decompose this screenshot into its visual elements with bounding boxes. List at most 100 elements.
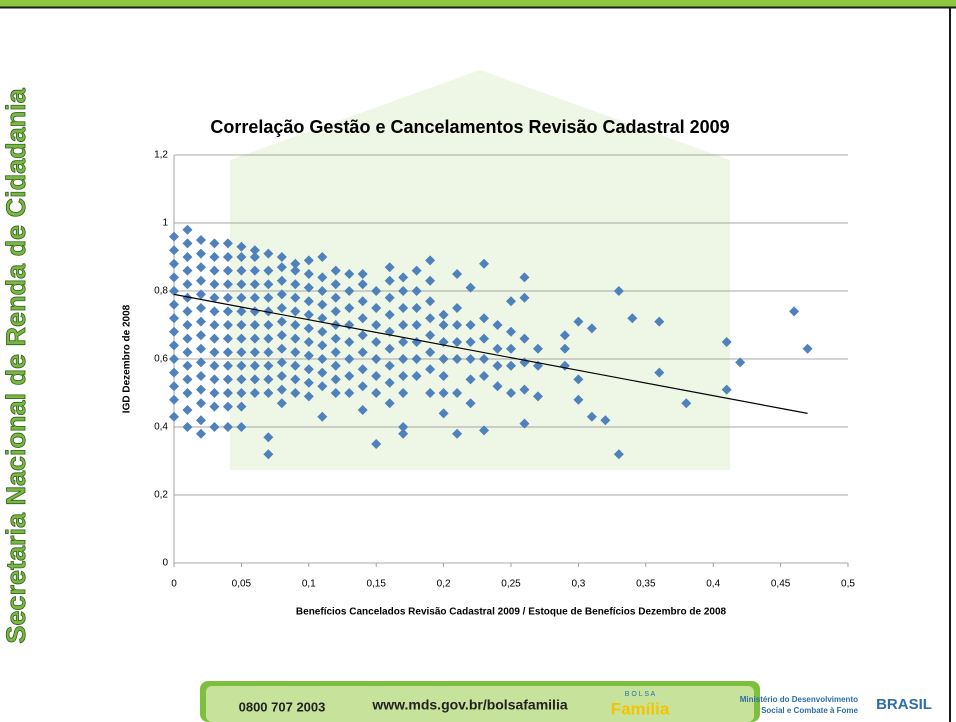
point — [465, 337, 476, 347]
point — [371, 371, 382, 381]
point — [317, 411, 328, 422]
point — [263, 279, 274, 290]
ministry-line-1: Ministério do Desenvolvimento — [740, 695, 858, 704]
point — [317, 272, 328, 283]
point — [182, 279, 193, 290]
ministry-line-2: Social e Combate à Fome — [761, 706, 858, 715]
point — [398, 428, 409, 439]
point — [195, 275, 206, 286]
point — [411, 265, 422, 276]
point — [573, 394, 584, 405]
point — [344, 388, 355, 398]
point — [182, 306, 193, 317]
x-tick-label: 0,05 — [232, 579, 252, 590]
point — [573, 374, 584, 385]
point — [169, 340, 179, 351]
point — [317, 286, 328, 296]
point — [222, 306, 233, 317]
point — [384, 309, 395, 320]
point — [398, 303, 409, 313]
point — [573, 316, 584, 327]
point — [263, 248, 274, 259]
point — [438, 320, 449, 330]
point — [452, 354, 463, 364]
point — [492, 320, 503, 330]
point — [195, 343, 206, 354]
point — [344, 269, 355, 279]
point — [182, 388, 193, 398]
point — [249, 245, 260, 256]
point — [222, 252, 233, 262]
point — [357, 381, 368, 392]
footer-url: www.mds.gov.br/bolsafamilia — [371, 697, 567, 713]
watermark — [230, 70, 730, 470]
point — [371, 320, 382, 330]
point — [330, 292, 341, 303]
point — [263, 265, 274, 276]
point — [398, 422, 409, 432]
point — [519, 292, 530, 303]
point — [209, 320, 220, 330]
point — [169, 299, 179, 310]
point — [169, 411, 179, 422]
top-bar — [0, 0, 956, 7]
point — [222, 238, 233, 249]
point — [506, 343, 516, 354]
point — [276, 330, 287, 341]
point — [169, 231, 179, 242]
point — [438, 354, 449, 364]
point — [195, 357, 206, 368]
point — [411, 354, 422, 364]
point — [182, 333, 193, 344]
point — [398, 320, 409, 330]
point — [452, 269, 463, 279]
point — [344, 354, 355, 364]
point — [425, 313, 436, 324]
point — [276, 398, 287, 409]
point — [411, 320, 422, 330]
point — [303, 350, 314, 361]
point — [182, 320, 193, 330]
point — [384, 343, 395, 354]
point — [344, 303, 355, 313]
point — [276, 384, 287, 395]
point — [465, 354, 476, 364]
y-axis-label: IGD Dezembro de 2008 — [122, 304, 133, 413]
point — [330, 374, 341, 385]
point — [249, 333, 260, 344]
point — [263, 320, 274, 330]
point — [303, 269, 314, 279]
point — [452, 388, 463, 398]
point — [290, 265, 301, 276]
point — [357, 313, 368, 324]
point — [182, 252, 193, 262]
point — [371, 354, 382, 364]
point — [290, 360, 301, 371]
point — [371, 337, 382, 347]
point — [169, 326, 179, 337]
point — [276, 303, 287, 313]
point — [384, 398, 395, 409]
point — [236, 241, 247, 252]
point — [303, 337, 314, 347]
point — [519, 418, 530, 429]
point — [384, 360, 395, 371]
point — [209, 422, 220, 432]
point — [317, 367, 328, 378]
point — [559, 343, 570, 354]
point — [169, 381, 179, 392]
point — [222, 347, 233, 358]
point — [344, 371, 355, 381]
point — [236, 422, 247, 432]
point — [169, 258, 179, 269]
point — [236, 360, 247, 371]
point — [519, 384, 530, 395]
point — [222, 422, 233, 432]
point — [236, 401, 247, 412]
point — [398, 272, 409, 283]
point — [182, 347, 193, 358]
point — [384, 275, 395, 286]
point — [438, 408, 449, 419]
point — [290, 292, 301, 303]
point — [438, 309, 449, 320]
